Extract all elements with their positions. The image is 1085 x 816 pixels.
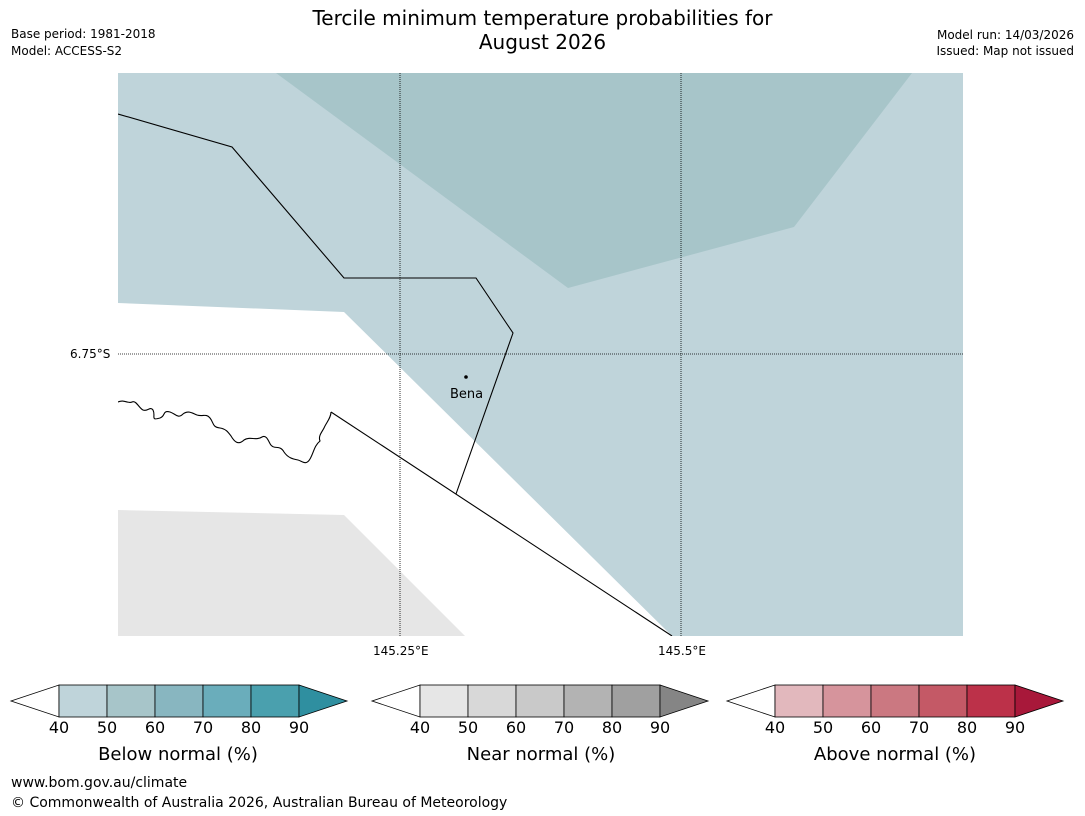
colorbar-above-tick: 40	[764, 718, 786, 737]
district-boundary-south	[330, 411, 673, 636]
colorbar-below-segment	[58, 684, 108, 718]
colorbar-near-tick: 70	[553, 718, 575, 737]
colorbar-near-tick: 40	[409, 718, 431, 737]
colorbar-below-tick: 90	[288, 718, 310, 737]
colorbar-near-tick: 90	[649, 718, 671, 737]
colorbar-above-tick: 90	[1004, 718, 1026, 737]
colorbar-near-segment	[419, 684, 469, 718]
colorbar-below-tick: 70	[192, 718, 214, 737]
colorbar-near-tick: 60	[505, 718, 527, 737]
colorbar-above-normal	[725, 684, 1065, 718]
colorbar-above-tick: 80	[956, 718, 978, 737]
colorbar-near-normal	[370, 684, 710, 718]
footer-url[interactable]: www.bom.gov.au/climate	[11, 775, 188, 791]
footer-copyright: © Commonwealth of Australia 2026, Austra…	[11, 795, 508, 811]
base-period: Base period: 1981-2018	[11, 27, 156, 41]
colorbar-above-segment	[918, 684, 968, 718]
colorbar-below-segment	[154, 684, 204, 718]
colorbar-below-low-extend	[9, 684, 60, 718]
colorbar-near-segment	[563, 684, 613, 718]
colorbars	[9, 684, 1065, 718]
colorbar-near-tick: 50	[457, 718, 479, 737]
colorbar-near-high-extend	[659, 684, 710, 718]
colorbar-below-tick: 80	[240, 718, 262, 737]
colorbar-above-segment	[966, 684, 1016, 718]
colorbar-above-segment	[822, 684, 872, 718]
colorbar-near-low-extend	[370, 684, 421, 718]
colorbar-above-segment	[774, 684, 824, 718]
colorbar-below-title: Below normal (%)	[98, 744, 258, 765]
colorbar-below-tick: 40	[48, 718, 70, 737]
colorbar-below-tick: 50	[96, 718, 118, 737]
colorbar-above-title: Above normal (%)	[813, 744, 977, 765]
bena-marker	[464, 375, 468, 379]
colorbar-above-low-extend	[725, 684, 776, 718]
colorbar-above-tick: 70	[908, 718, 930, 737]
model-name: Model: ACCESS-S2	[11, 44, 123, 58]
district-boundary	[118, 113, 514, 495]
colorbar-above-tick: 60	[860, 718, 882, 737]
issued-status: Issued: Map not issued	[936, 44, 1074, 58]
lat-label: 6.75°S	[70, 347, 111, 361]
colorbar-near-segment	[515, 684, 565, 718]
colorbar-near-segment	[611, 684, 661, 718]
colorbar-above-segment	[870, 684, 920, 718]
map-title: Tercile minimum temperature probabilitie…	[0, 6, 1085, 54]
colorbar-near-tick: 80	[601, 718, 623, 737]
colorbar-above-high-extend	[1014, 684, 1065, 718]
below-normal-50-region	[276, 73, 912, 288]
near-normal-40-region	[118, 510, 465, 636]
colorbar-below-high-extend	[298, 684, 349, 718]
colorbar-below-segment	[250, 684, 300, 718]
colorbar-near-segment	[467, 684, 517, 718]
colorbar-below-normal	[9, 684, 349, 718]
colorbar-near-title: Near normal (%)	[466, 744, 616, 765]
colorbar-above-tick: 50	[812, 718, 834, 737]
river-line	[118, 400, 332, 464]
colorbar-below-segment	[202, 684, 252, 718]
model-run: Model run: 14/03/2026	[936, 28, 1074, 42]
title-line-1: Tercile minimum temperature probabilitie…	[312, 6, 773, 30]
lon-label-145-5: 145.5°E	[658, 644, 706, 658]
colorbar-below-segment	[106, 684, 156, 718]
lon-label-145-25: 145.25°E	[373, 644, 429, 658]
place-label-bena: Bena	[450, 387, 484, 402]
colorbar-below-tick: 60	[144, 718, 166, 737]
title-line-2: August 2026	[478, 30, 607, 54]
